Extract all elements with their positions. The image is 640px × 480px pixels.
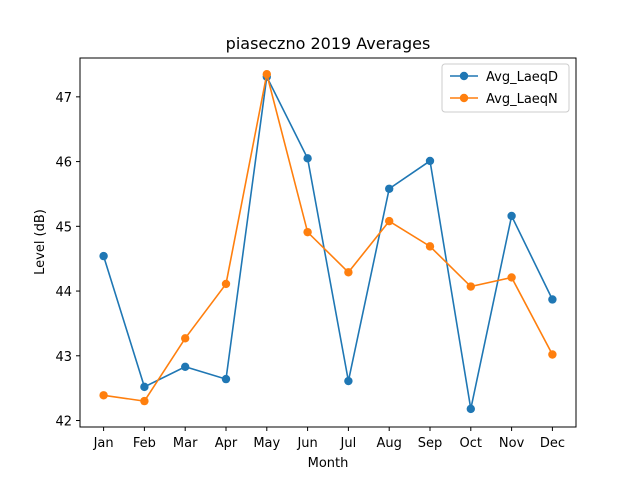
series-line-avg-laeqn <box>103 73 554 402</box>
data-point-avg-laeqn <box>466 282 475 291</box>
x-axis-label: Month <box>308 456 349 471</box>
y-tick-label: 43 <box>55 350 72 365</box>
legend-marker <box>459 93 469 103</box>
data-point-avg-laeqd <box>507 211 516 221</box>
data-point-avg-laeqd <box>344 376 353 386</box>
y-tick-label: 47 <box>55 91 72 106</box>
data-point-avg-laeqn <box>221 279 231 289</box>
data-point-avg-laeqd <box>466 404 475 414</box>
series-line-avg-laeqd <box>102 74 554 410</box>
x-tick-label: Jul <box>340 436 357 451</box>
series-layer <box>99 69 557 414</box>
y-tick-label: 44 <box>55 285 72 300</box>
x-tick-label: Nov <box>499 436 525 451</box>
legend: Avg_LaeqD Avg_LaeqN <box>441 63 570 113</box>
data-point-avg-laeqn <box>140 396 149 406</box>
data-point-avg-laeqn <box>548 350 557 359</box>
x-tick-label: May <box>253 436 280 451</box>
data-point-avg-laeqd <box>303 154 312 163</box>
y-tick-label: 46 <box>55 156 72 171</box>
x-tick-label: Apr <box>215 436 238 451</box>
plot-area <box>80 58 576 427</box>
data-point-avg-laeqd <box>181 362 190 371</box>
x-axis-ticks: Jan Feb Mar Apr May Jun Jul Aug Sep Oct Nov Dec <box>93 427 565 451</box>
data-point-avg-laeqn <box>303 227 312 237</box>
x-tick-label: Dec <box>540 436 565 451</box>
y-axis-label: Level (dB) <box>33 209 48 275</box>
data-point-avg-laeqn <box>507 273 516 282</box>
data-point-avg-laeqn <box>181 334 190 343</box>
chart-title: piaseczno 2019 Averages <box>226 34 431 53</box>
legend-marker <box>459 71 469 81</box>
data-point-avg-laeqn <box>344 268 353 277</box>
data-point-avg-laeqd <box>425 156 435 166</box>
x-tick-label: Sep <box>418 436 443 451</box>
data-point-avg-laeqd <box>221 374 231 384</box>
data-point-avg-laeqn <box>99 391 108 400</box>
data-point-avg-laeqn <box>385 216 394 226</box>
data-point-avg-laeqn <box>262 69 271 79</box>
data-point-avg-laeqd <box>99 251 108 261</box>
plot-frame <box>79 57 577 428</box>
x-tick-label: Aug <box>377 436 402 451</box>
x-tick-label: Jun <box>296 436 317 451</box>
data-point-avg-laeqd <box>140 382 149 392</box>
y-axis-ticks: 42 43 44 45 46 47 <box>55 91 80 430</box>
legend-label: Avg_LaeqN <box>486 92 558 107</box>
data-point-avg-laeqn <box>425 242 435 251</box>
x-tick-label: Jan <box>93 436 114 451</box>
x-tick-label: Oct <box>460 436 482 451</box>
x-tick-label: Feb <box>133 436 156 451</box>
legend-label: Avg_LaeqD <box>486 70 558 85</box>
data-point-avg-laeqd <box>385 184 394 193</box>
data-point-avg-laeqd <box>548 295 557 304</box>
y-tick-label: 45 <box>55 220 72 235</box>
y-tick-label: 42 <box>55 415 72 430</box>
x-tick-label: Mar <box>173 436 198 451</box>
